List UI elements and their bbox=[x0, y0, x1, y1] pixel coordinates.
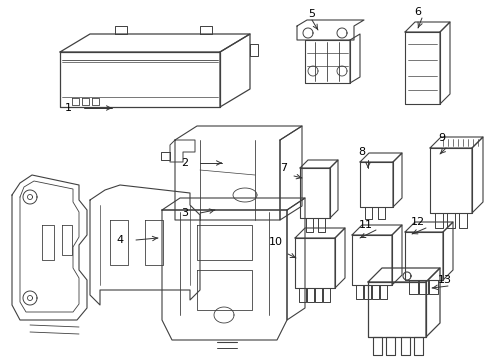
Text: 3: 3 bbox=[181, 208, 189, 218]
Text: 13: 13 bbox=[438, 275, 452, 285]
Text: 1: 1 bbox=[65, 103, 72, 113]
Text: 2: 2 bbox=[181, 158, 189, 168]
Text: 6: 6 bbox=[415, 7, 421, 17]
Text: 8: 8 bbox=[359, 147, 366, 157]
Text: 7: 7 bbox=[280, 163, 288, 173]
Text: 11: 11 bbox=[359, 220, 373, 230]
Text: 10: 10 bbox=[269, 237, 283, 247]
Text: 9: 9 bbox=[439, 133, 445, 143]
Text: 12: 12 bbox=[411, 217, 425, 227]
Text: 5: 5 bbox=[309, 9, 316, 19]
Text: 4: 4 bbox=[117, 235, 123, 245]
